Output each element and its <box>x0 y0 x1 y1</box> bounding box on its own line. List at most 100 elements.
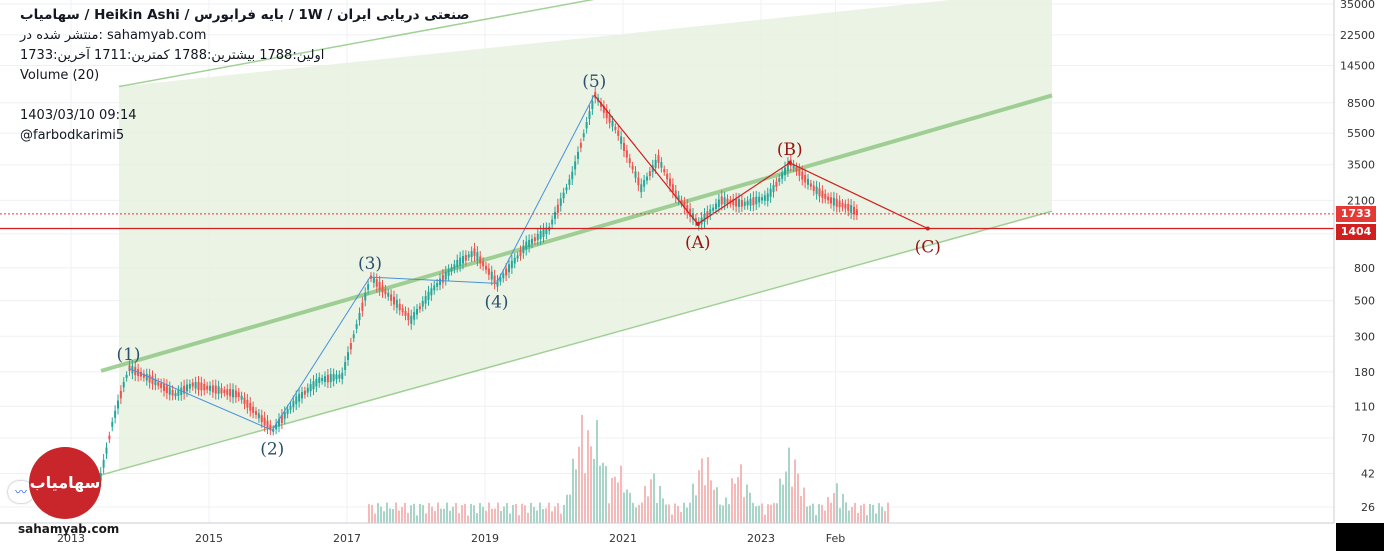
volume-bar <box>455 503 457 523</box>
volume-bar <box>629 492 631 523</box>
volume-bar <box>716 487 718 523</box>
volume-bar <box>845 502 847 523</box>
volume-bar <box>389 508 391 523</box>
candle <box>755 196 758 205</box>
volume-bar <box>755 506 757 523</box>
volume-bar <box>617 482 619 523</box>
wave-label: (C) <box>915 238 941 258</box>
volume-bar <box>662 498 664 523</box>
price-tick-label: 22500 <box>1340 29 1375 42</box>
candle <box>226 389 229 395</box>
volume-bar <box>809 505 811 523</box>
volume-bar <box>719 504 721 523</box>
candle <box>844 203 847 209</box>
volume-bar <box>788 447 790 523</box>
volume-bar <box>872 505 874 523</box>
volume-bar <box>545 508 547 523</box>
candle <box>838 200 841 208</box>
candle <box>588 111 591 120</box>
candle <box>703 214 706 223</box>
volume-bar <box>737 477 739 523</box>
candle <box>223 389 226 393</box>
candle <box>611 120 614 127</box>
volume-bar <box>689 502 691 523</box>
candle <box>99 472 102 481</box>
volume-bar <box>383 511 385 523</box>
candle <box>335 374 338 380</box>
volume-bar <box>773 503 775 523</box>
volume-bar <box>848 510 850 523</box>
candle <box>306 387 309 393</box>
volume-bar <box>530 502 532 523</box>
candle <box>257 413 260 419</box>
candle <box>232 389 234 398</box>
candle <box>516 255 519 259</box>
candle <box>151 376 154 385</box>
candle <box>749 198 752 206</box>
site-label: sahamyab.com <box>18 522 120 536</box>
candle <box>298 393 301 402</box>
candle <box>602 105 605 113</box>
chart-icon[interactable]: 〰 <box>8 481 34 503</box>
candle <box>631 165 634 170</box>
candle <box>349 343 352 350</box>
volume-bar <box>464 503 466 523</box>
candle <box>249 402 252 411</box>
price-tick-label: 35000 <box>1340 0 1375 11</box>
candle <box>752 197 755 206</box>
impulse-wave-line <box>128 94 595 431</box>
candle <box>266 420 269 429</box>
channel-lines <box>100 0 1053 476</box>
candle <box>614 126 617 130</box>
volume-bar <box>764 514 766 523</box>
volume-bar <box>419 504 421 523</box>
candle <box>436 282 439 287</box>
volume-bar <box>620 465 622 523</box>
volume-bar <box>434 510 436 523</box>
volume-bar <box>542 509 544 523</box>
candle <box>568 179 571 185</box>
volume-bar <box>710 480 712 523</box>
candle <box>505 268 508 276</box>
candle <box>398 303 401 311</box>
volume-bar <box>536 510 538 523</box>
volume-bar <box>836 483 838 523</box>
candle <box>140 371 142 377</box>
candle <box>252 406 255 414</box>
candle <box>746 200 749 206</box>
price-tick-label: 8500 <box>1347 97 1375 110</box>
candle <box>381 285 384 293</box>
candle <box>761 197 763 201</box>
candle <box>467 254 470 258</box>
volume-bar <box>605 465 607 523</box>
volume-bar <box>677 505 679 523</box>
candle <box>605 110 608 119</box>
candle <box>784 167 786 176</box>
candle <box>717 199 720 208</box>
volume-bar <box>413 503 415 523</box>
candle <box>542 229 545 237</box>
candle <box>694 218 697 223</box>
candle <box>565 187 568 191</box>
volume-bar <box>857 512 859 523</box>
candle <box>591 101 594 110</box>
candle <box>637 177 640 186</box>
candle <box>689 208 692 217</box>
volume-bar <box>776 503 778 523</box>
candle <box>347 352 349 360</box>
volume-bar <box>665 504 667 523</box>
volume-bar <box>782 484 784 523</box>
wave-label: (3) <box>358 254 382 274</box>
volume-bar <box>863 503 865 523</box>
candle <box>114 410 117 418</box>
volume-bar <box>683 502 685 523</box>
candle <box>545 227 548 235</box>
volume-bar <box>815 515 817 523</box>
candle <box>654 159 657 168</box>
price-tick-label: 26 <box>1361 501 1375 514</box>
last-price-badge: 1733 <box>1336 205 1376 222</box>
candle <box>657 155 660 163</box>
time-axis: 2013 2015 2017 2019 2021 2023 Feb <box>0 522 1334 545</box>
candle <box>321 378 324 382</box>
